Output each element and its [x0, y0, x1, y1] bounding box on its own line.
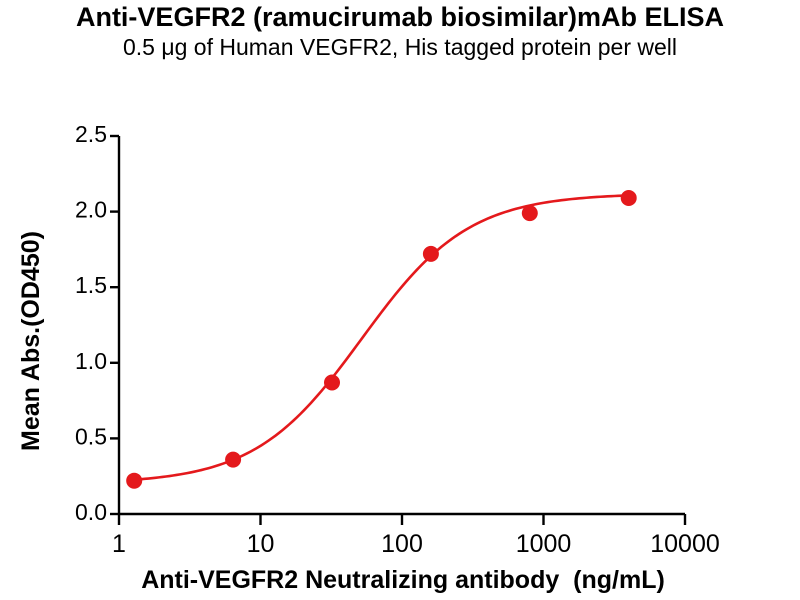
data-point	[126, 472, 143, 489]
data-point	[324, 374, 340, 391]
x-tick-label: 10	[247, 530, 275, 558]
y-tick-label: 2.5	[75, 121, 107, 147]
chart-subtitle: 0.5 μg of Human VEGFR2, His tagged prote…	[122, 34, 678, 60]
y-tick-label: 0.0	[75, 499, 107, 525]
y-axis-title: Mean Abs.(OD450)	[17, 231, 45, 451]
data-point	[422, 245, 439, 262]
x-axis-title: Anti-VEGFR2 Neutralizing antibody (ng/mL…	[141, 566, 665, 594]
y-tick-label: 2.0	[75, 197, 107, 223]
x-tick-label: 100	[381, 530, 423, 558]
y-tick-label: 0.5	[75, 423, 107, 449]
data-point	[521, 205, 538, 222]
data-point	[620, 190, 637, 206]
x-tick-label: 1	[112, 530, 126, 558]
x-tick-label: 1000	[516, 530, 572, 558]
x-tick-label: 10000	[650, 530, 720, 558]
data-point	[225, 451, 242, 468]
y-tick-label: 1.0	[75, 348, 107, 374]
y-tick-label: 1.5	[75, 272, 107, 298]
chart-title: Anti-VEGFR2 (ramucirumab biosimilar)mAb …	[75, 2, 725, 32]
fit-curve	[134, 194, 629, 482]
